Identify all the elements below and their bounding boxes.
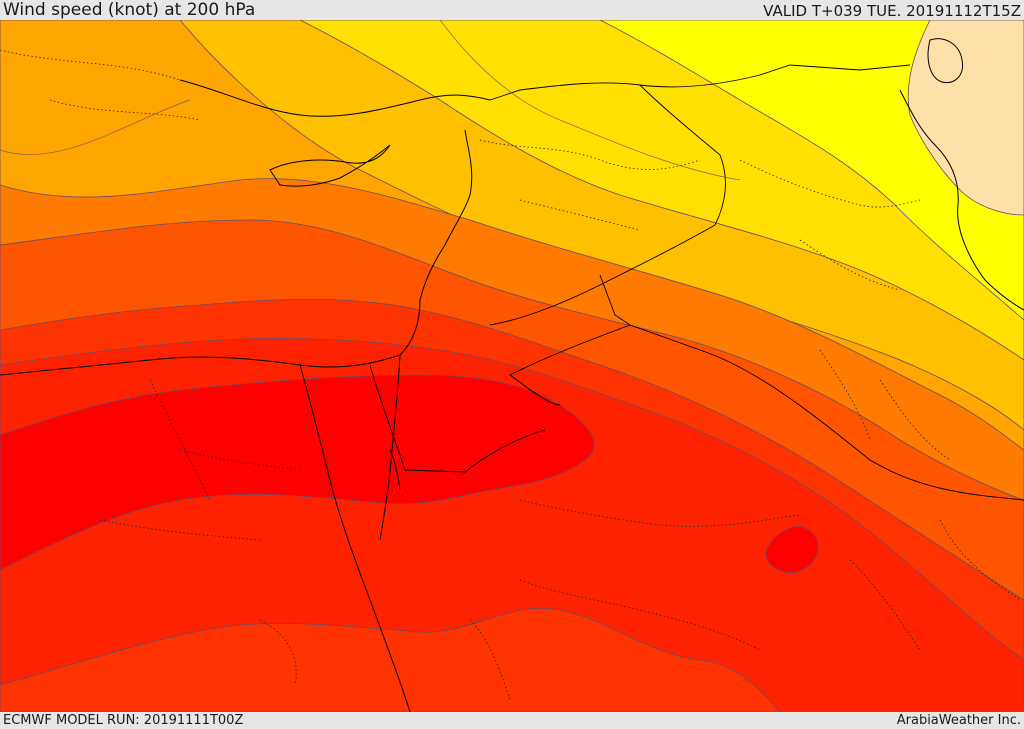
- country-borders: [369, 64, 1024, 501]
- model-run-label: ECMWF MODEL RUN: 20191111T00Z: [3, 713, 244, 728]
- band-deep-red: [0, 374, 595, 571]
- valid-time-label: VALID T+039 TUE. 20191112T15Z: [763, 2, 1021, 20]
- wind-speed-map: [0, 20, 1024, 712]
- map-header: Wind speed (knot) at 200 hPa VALID T+039…: [0, 0, 1024, 20]
- band-peach: [907, 20, 1024, 216]
- credit-label: ArabiaWeather Inc.: [896, 713, 1021, 728]
- band-lower-orange: [0, 607, 781, 712]
- band-deep-red-blob: [765, 526, 819, 573]
- admin-boundaries: [0, 49, 1021, 701]
- isotach-lines: [0, 20, 741, 181]
- map-title: Wind speed (knot) at 200 hPa: [3, 0, 256, 20]
- map-footer: ECMWF MODEL RUN: 20191111T00Z ArabiaWeat…: [0, 712, 1024, 729]
- coastlines: [0, 38, 1024, 712]
